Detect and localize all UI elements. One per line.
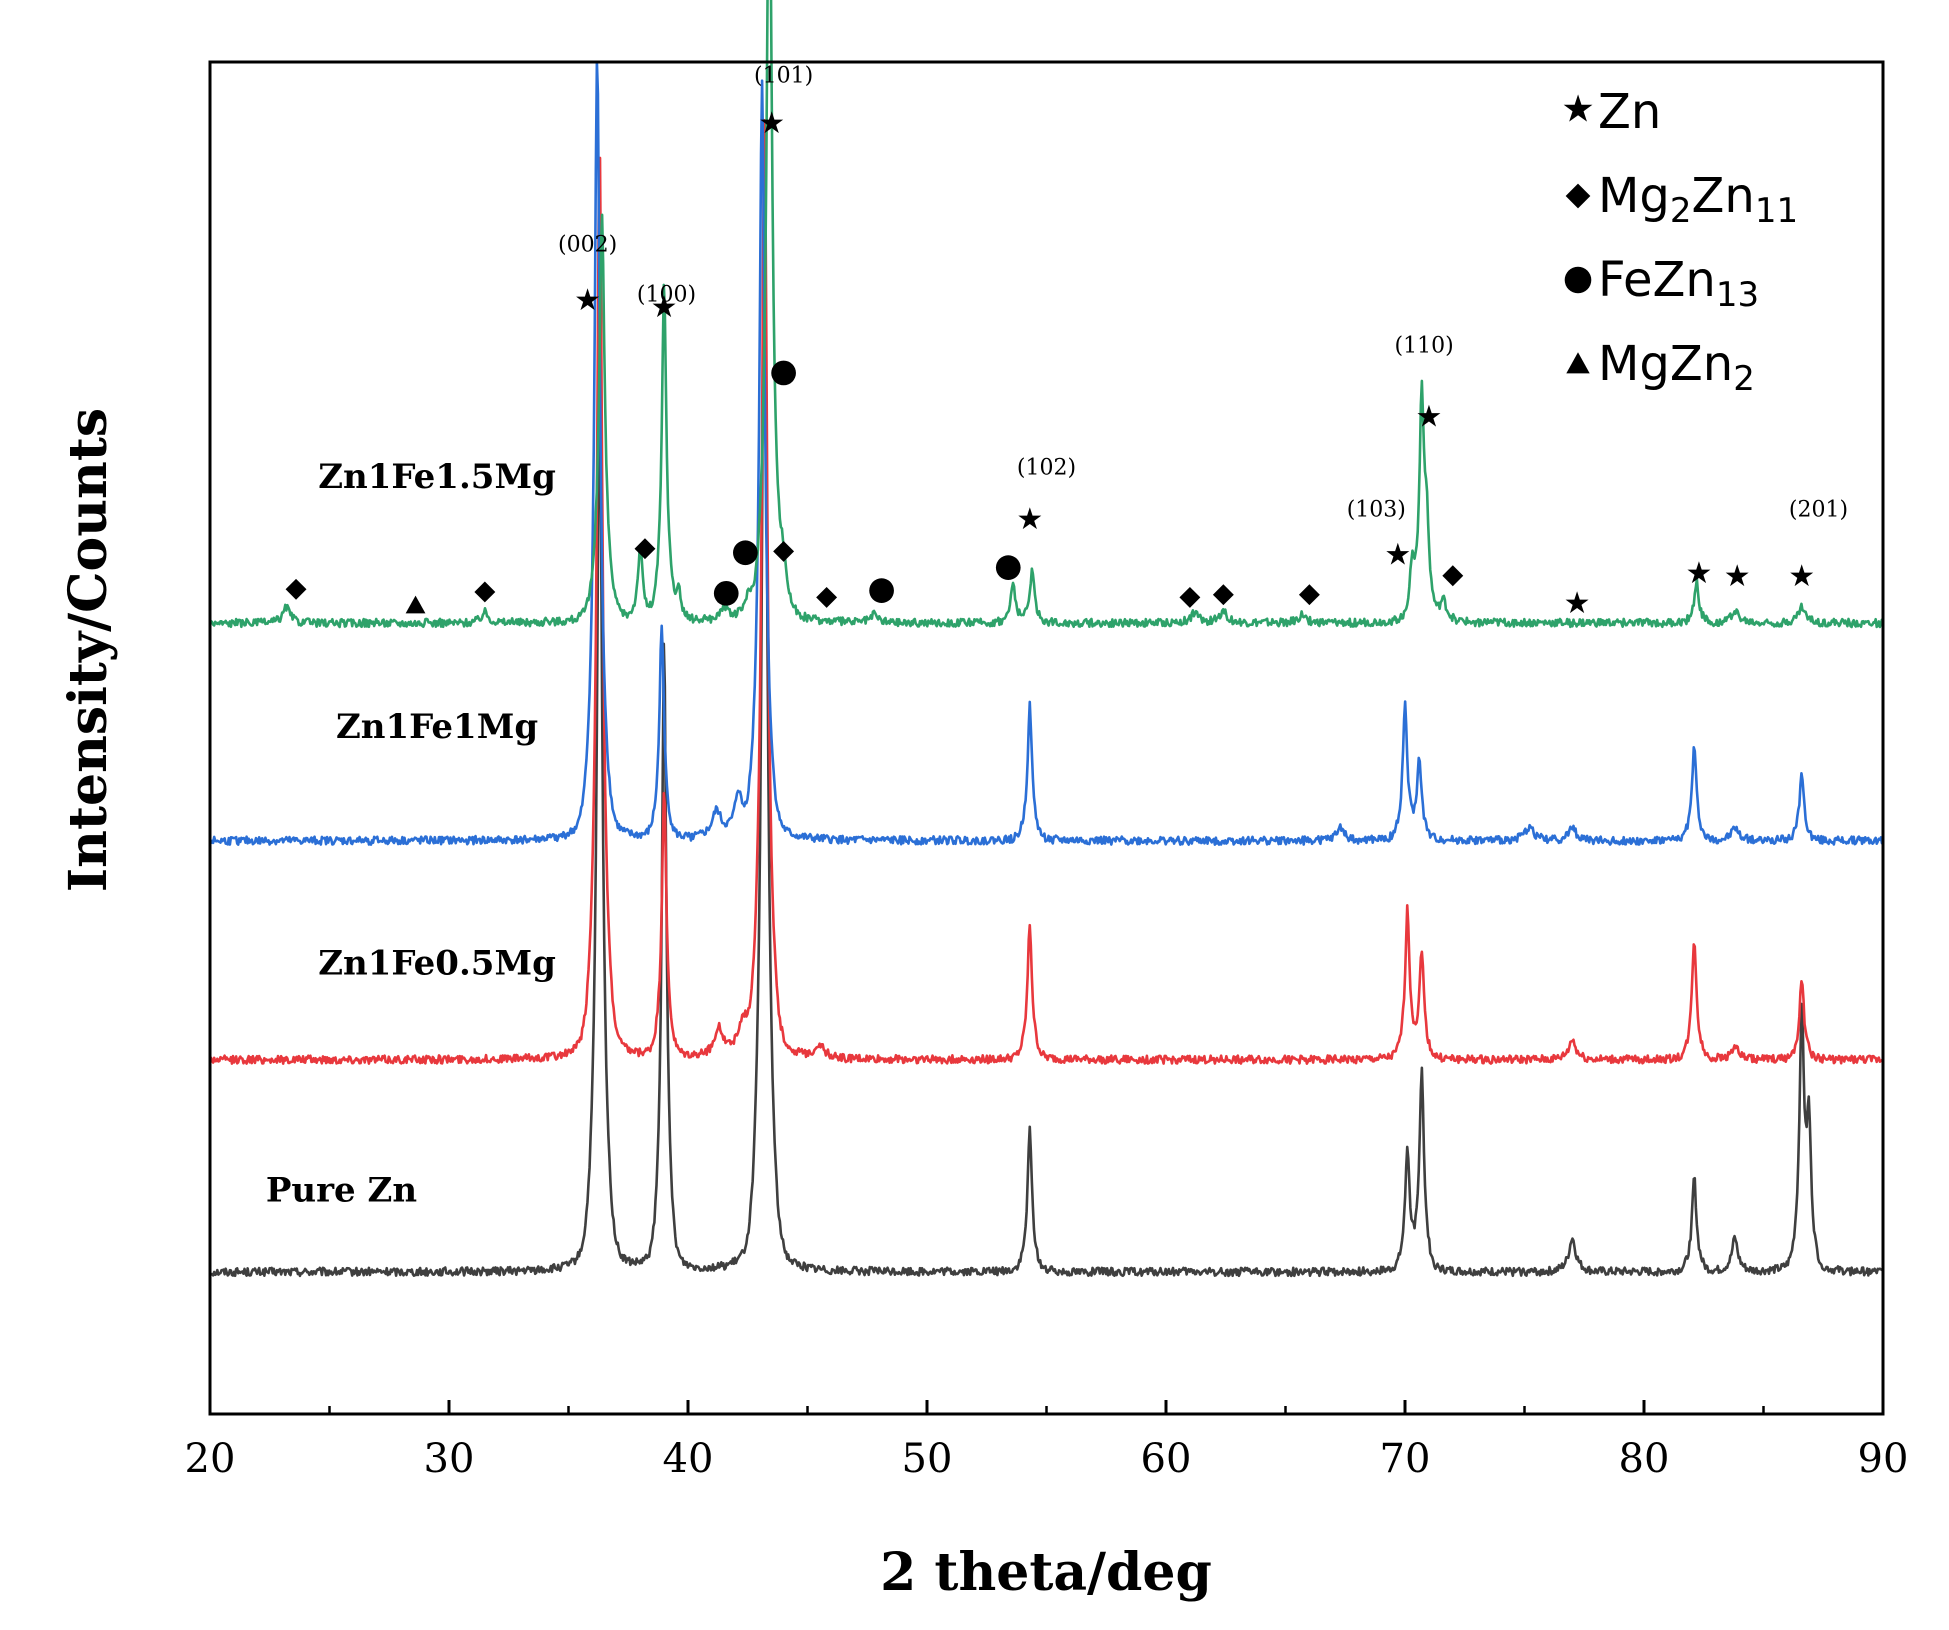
diamond-marker-mg2zn11: [773, 540, 795, 562]
diamond-marker-mg2zn11: [1212, 584, 1234, 606]
diamond-marker-mg2zn11: [1179, 586, 1201, 608]
series-line-zn1fe0-5mg: [208, 118, 1884, 1065]
legend-text-part: Zn: [1598, 84, 1661, 140]
legend-subscript: 11: [1755, 191, 1798, 231]
x-tick-label: 40: [663, 1436, 714, 1482]
star-marker-zn: ★: [1724, 559, 1751, 594]
circle-marker-fezn13: [733, 540, 758, 566]
y-axis-title: Intensity/Counts: [58, 408, 119, 892]
star-marker-zn: ★: [651, 290, 678, 325]
phase-marker-group: ★ ★ ★ ★ ★ ★ ★ ★ ★ ★: [285, 106, 1815, 621]
hkl-annotation: (002): [558, 232, 617, 257]
x-tick-label: 50: [902, 1436, 953, 1482]
x-tick-label: 70: [1380, 1436, 1431, 1482]
legend-subscript: 13: [1716, 275, 1759, 315]
hkl-annotation: (100): [637, 282, 696, 307]
star-marker-zn: ★: [1686, 556, 1713, 591]
legend-triangle-icon: [1566, 352, 1590, 374]
diamond-marker-mg2zn11: [474, 581, 496, 603]
hkl-annotation-group: (002) (100) (101) (102) (110) (103) (201): [558, 63, 1848, 522]
star-marker-zn: ★: [1016, 502, 1043, 537]
legend-entry-label: MgZn2: [1598, 336, 1755, 399]
diamond-marker-mg2zn11: [1298, 584, 1320, 606]
legend-subscript: 2: [1670, 191, 1692, 231]
star-marker-zn: ★: [1384, 537, 1411, 572]
legend-text-part: MgZn: [1598, 336, 1733, 392]
series-label: Zn1Fe1Mg: [336, 707, 538, 747]
legend-circle-icon: [1564, 266, 1592, 294]
series-line-zn1fe1mg: [209, 60, 1884, 846]
series-line-zn1fe1-5mg: [208, 0, 1884, 629]
star-marker-zn: ★: [1564, 586, 1591, 621]
series-label: Zn1Fe1.5Mg: [318, 457, 556, 497]
circle-marker-fezn13: [995, 555, 1021, 580]
legend-text-part: FeZn: [1598, 252, 1716, 308]
circle-marker-fezn13: [869, 578, 894, 603]
diamond-marker-mg2zn11: [1442, 565, 1464, 587]
star-marker-zn: ★: [1415, 399, 1442, 434]
hkl-annotation: (110): [1395, 334, 1454, 359]
hkl-annotation: (103): [1347, 497, 1406, 522]
x-tick-label: 20: [185, 1436, 236, 1482]
diamond-marker-mg2zn11: [634, 538, 656, 560]
x-tick-label: 60: [1141, 1436, 1192, 1482]
x-axis: 20 30 40 50 60 70 80 90: [185, 1400, 1909, 1482]
circle-marker-fezn13: [771, 360, 796, 386]
x-tick-label: 90: [1858, 1436, 1909, 1482]
diamond-marker-mg2zn11: [816, 586, 838, 608]
legend-text-part: Zn: [1692, 168, 1755, 224]
legend-subscript: 2: [1733, 359, 1755, 399]
x-tick-label: 30: [424, 1436, 475, 1482]
star-marker-zn: ★: [1788, 559, 1815, 594]
legend-entry-label: Mg2Zn11: [1598, 168, 1798, 231]
circle-marker-fezn13: [713, 580, 739, 606]
legend-star-icon: ★: [1561, 86, 1595, 130]
hkl-annotation: (102): [1017, 455, 1076, 480]
triangle-marker-mgzn2: [405, 595, 426, 614]
legend-entry-label: FeZn13: [1598, 252, 1759, 315]
series-label: Zn1Fe0.5Mg: [318, 944, 556, 984]
star-marker-zn: ★: [574, 283, 601, 318]
x-tick-label: 80: [1619, 1436, 1670, 1482]
x-axis-title: 2 theta/deg: [880, 1542, 1212, 1603]
series-line-pure-zn: [208, 156, 1884, 1278]
diamond-marker-mg2zn11: [285, 578, 307, 600]
hkl-annotation: (201): [1789, 497, 1848, 522]
series-group: [208, 0, 1884, 1278]
legend-text-part: Mg: [1598, 168, 1670, 224]
series-label: Pure Zn: [266, 1171, 417, 1211]
series-label-group: Zn1Fe1.5Mg Zn1Fe1Mg Zn1Fe0.5Mg Pure Zn: [266, 457, 556, 1211]
star-marker-zn: ★: [758, 106, 785, 141]
legend-diamond-icon: [1565, 183, 1591, 209]
legend-entry-label: Zn: [1598, 84, 1661, 140]
hkl-annotation: (101): [754, 63, 813, 88]
